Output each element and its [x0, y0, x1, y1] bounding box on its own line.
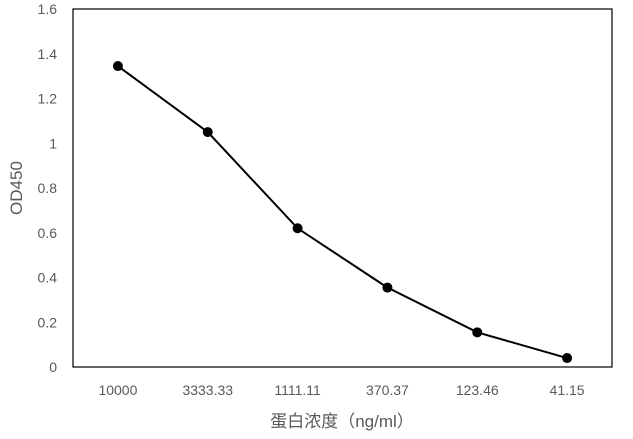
y-tick-label: 0.4	[38, 270, 58, 286]
x-axis-ticks: 10000 3333.33 1111.11 370.37 123.46 41.15	[98, 382, 584, 398]
data-point	[202, 127, 213, 138]
y-tick-label: 1.6	[38, 1, 58, 17]
x-tick-label: 123.46	[456, 382, 499, 398]
x-tick-label: 370.37	[366, 382, 409, 398]
y-tick-label: 1	[49, 135, 57, 151]
y-axis-ticks: 0 0.2 0.4 0.6 0.8 1 1.2 1.4 1.6	[38, 1, 58, 375]
data-point	[382, 282, 393, 293]
y-tick-label: 1.2	[38, 91, 58, 107]
series-line	[117, 65, 568, 360]
x-tick-label: 41.15	[550, 382, 585, 398]
y-tick-label: 0.8	[38, 180, 58, 196]
plot-area-frame	[72, 8, 613, 368]
x-tick-label: 10000	[98, 382, 137, 398]
series-group	[112, 61, 573, 364]
x-tick-label: 1111.11	[274, 382, 321, 398]
x-tick-label: 3333.33	[182, 382, 233, 398]
y-tick-label: 1.4	[38, 46, 58, 62]
x-axis-title: 蛋白浓度（ng/ml）	[270, 412, 414, 431]
data-point	[112, 61, 123, 72]
y-tick-label: 0.2	[38, 314, 58, 330]
y-axis-title: OD450	[7, 161, 26, 215]
data-point	[562, 353, 573, 364]
data-point	[472, 327, 483, 338]
y-tick-label: 0	[49, 359, 57, 375]
y-tick-label: 0.6	[38, 225, 58, 241]
data-point	[292, 223, 303, 234]
